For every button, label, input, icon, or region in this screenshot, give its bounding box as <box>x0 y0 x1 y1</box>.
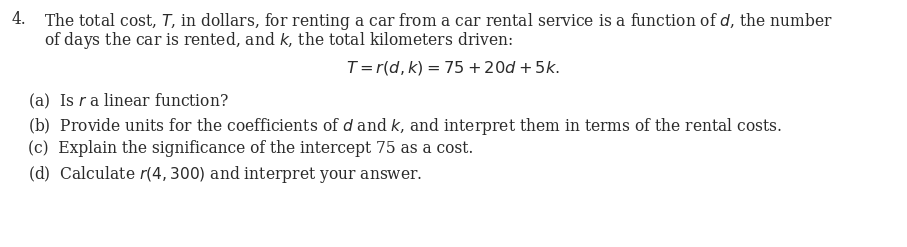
Text: (c)  Explain the significance of the intercept 75 as a cost.: (c) Explain the significance of the inte… <box>28 140 473 157</box>
Text: (d)  Calculate $r(4, 300)$ and interpret your answer.: (d) Calculate $r(4, 300)$ and interpret … <box>28 164 423 185</box>
Text: (b)  Provide units for the coefficients of $d$ and $k$, and interpret them in te: (b) Provide units for the coefficients o… <box>28 116 783 137</box>
Text: $T = r(d, k) = 75 + 20d + 5k.$: $T = r(d, k) = 75 + 20d + 5k.$ <box>346 59 560 77</box>
Text: 4.: 4. <box>12 11 26 28</box>
Text: The total cost, $T$, in dollars, for renting a car from a car rental service is : The total cost, $T$, in dollars, for ren… <box>44 11 833 32</box>
Text: (a)  Is $r$ a linear function?: (a) Is $r$ a linear function? <box>28 92 229 111</box>
Text: of days the car is rented, and $k$, the total kilometers driven:: of days the car is rented, and $k$, the … <box>44 30 513 51</box>
